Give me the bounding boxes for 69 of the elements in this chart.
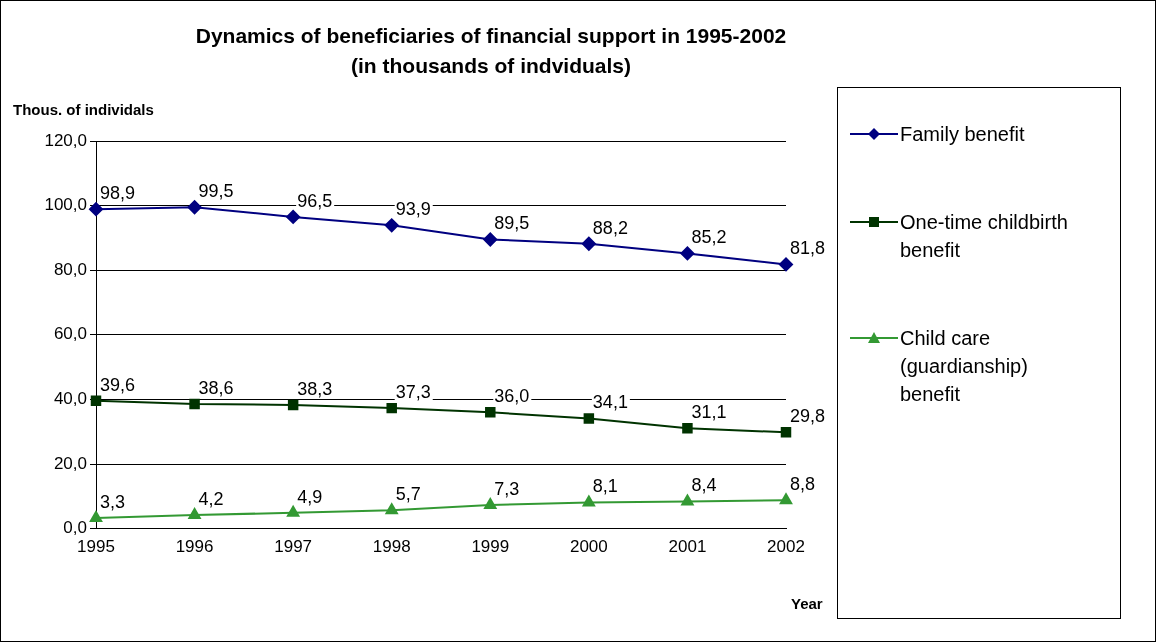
legend-label: One-time childbirth benefit bbox=[900, 210, 1069, 263]
data-label: 8,1 bbox=[592, 476, 618, 497]
x-axis-title: Year bbox=[791, 595, 823, 612]
point bbox=[286, 505, 300, 517]
data-label: 5,7 bbox=[395, 484, 421, 505]
data-label: 89,5 bbox=[494, 213, 530, 234]
point bbox=[582, 495, 596, 507]
x-tick-label: 1995 bbox=[77, 537, 115, 557]
data-label: 8,4 bbox=[691, 475, 717, 496]
data-label: 4,9 bbox=[297, 486, 323, 507]
data-label: 38,6 bbox=[198, 377, 234, 398]
point bbox=[384, 218, 399, 233]
point bbox=[188, 508, 201, 520]
y-tick-label: 80,0 bbox=[53, 259, 87, 279]
x-tick-label: 1996 bbox=[175, 537, 214, 557]
y-tick-label: 120,0 bbox=[44, 130, 87, 150]
x-tick-label: 2000 bbox=[569, 537, 608, 557]
data-label: 98,9 bbox=[100, 183, 136, 204]
y-tick-label: 20,0 bbox=[53, 453, 87, 473]
point bbox=[681, 494, 694, 506]
data-label: 7,3 bbox=[494, 478, 520, 499]
point bbox=[386, 402, 397, 414]
point bbox=[583, 413, 595, 424]
point bbox=[287, 399, 299, 411]
data-label: 38,3 bbox=[297, 378, 333, 399]
data-label: 37,3 bbox=[395, 382, 431, 403]
x-tick-label: 1999 bbox=[471, 537, 510, 557]
data-label: 96,5 bbox=[297, 190, 333, 211]
data-label: 93,9 bbox=[395, 199, 431, 220]
point bbox=[682, 422, 693, 434]
x-tick-label: 2002 bbox=[767, 537, 805, 557]
data-label: 34,1 bbox=[592, 392, 628, 413]
data-label: 29,8 bbox=[790, 406, 826, 427]
point bbox=[90, 395, 102, 406]
y-axis-title: Thous. of individals bbox=[13, 101, 154, 118]
point bbox=[680, 246, 695, 261]
data-label: 36,0 bbox=[494, 386, 530, 407]
point bbox=[187, 200, 202, 215]
data-label: 88,2 bbox=[592, 217, 628, 238]
point bbox=[779, 493, 793, 505]
point bbox=[286, 209, 301, 224]
point bbox=[779, 257, 793, 272]
data-label: 3,3 bbox=[100, 491, 126, 512]
y-tick-label: 100,0 bbox=[44, 195, 87, 215]
point bbox=[484, 498, 497, 510]
point bbox=[581, 236, 596, 251]
x-tick-label: 1997 bbox=[274, 537, 313, 557]
point bbox=[485, 407, 496, 418]
data-label: 85,2 bbox=[691, 227, 727, 248]
legend-label: Family benefit bbox=[900, 122, 1026, 147]
data-label: 8,8 bbox=[790, 474, 816, 495]
data-label: 31,1 bbox=[691, 402, 727, 423]
data-label: 4,2 bbox=[198, 489, 224, 509]
point bbox=[89, 202, 103, 217]
y-tick-label: 0,0 bbox=[63, 518, 87, 538]
x-tick-label: 1998 bbox=[372, 537, 411, 557]
y-tick-label: 40,0 bbox=[53, 389, 87, 409]
data-label: 99,5 bbox=[198, 181, 234, 202]
point bbox=[189, 398, 200, 410]
data-label: 81,8 bbox=[790, 238, 826, 259]
legend-label: Child care (guardianship) benefit bbox=[900, 326, 1029, 407]
x-tick-label: 2001 bbox=[668, 537, 707, 557]
point bbox=[385, 503, 398, 515]
chart-title: Dynamics of beneficiaries of financial support in 1995-2002 (in thousands of indviduals) bbox=[194, 23, 788, 79]
data-label: 39,6 bbox=[100, 374, 136, 395]
point bbox=[483, 232, 498, 247]
point bbox=[780, 427, 792, 438]
y-tick-label: 60,0 bbox=[53, 324, 87, 344]
point bbox=[89, 510, 103, 522]
